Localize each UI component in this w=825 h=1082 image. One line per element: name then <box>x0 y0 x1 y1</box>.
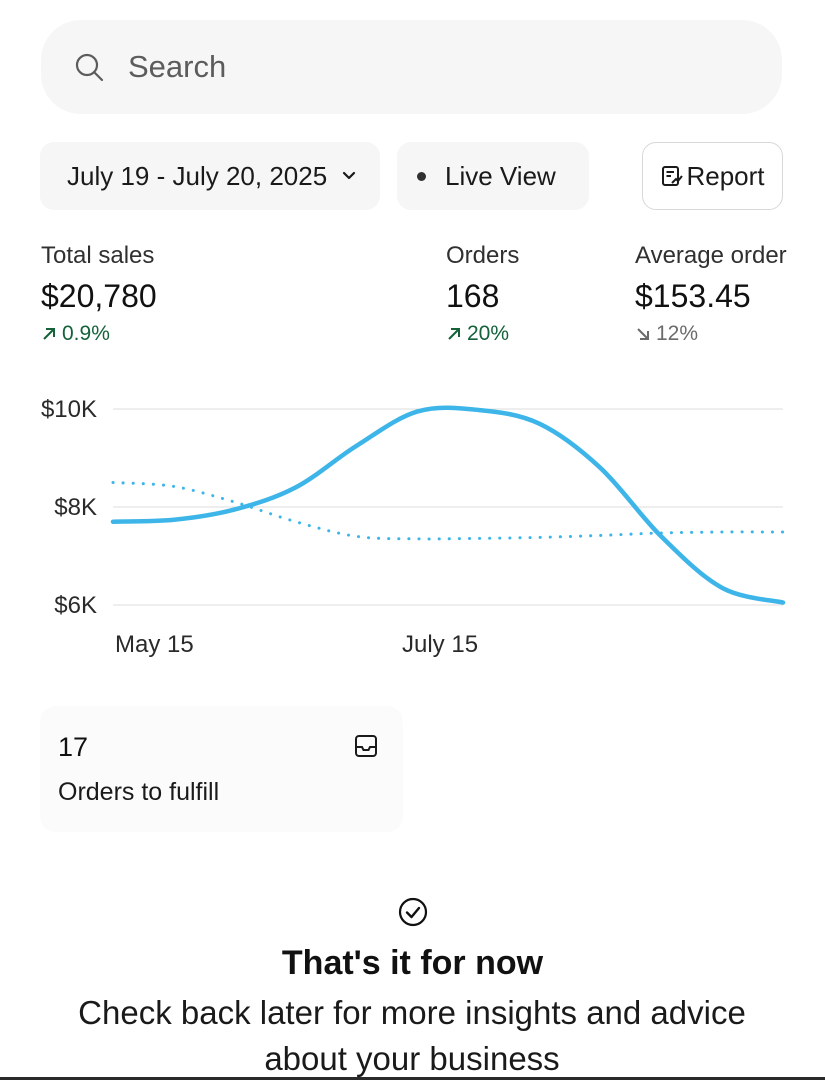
live-dot-icon <box>417 171 426 181</box>
metric-orders[interactable]: Orders 168 20% <box>446 240 519 348</box>
search-icon <box>75 53 104 82</box>
date-range-picker[interactable]: July 19 - July 20, 2025 <box>40 142 380 210</box>
x-tick-label: July 15 <box>402 631 478 658</box>
empty-state-title: That's it for now <box>281 944 544 982</box>
metric-value: 168 <box>446 278 500 314</box>
live-view-label: Live View <box>445 160 556 191</box>
metric-label: Orders <box>446 242 520 269</box>
metric-label: Average order <box>635 242 787 269</box>
metric-average-order[interactable]: Average order $153.45 12% <box>635 240 787 348</box>
metric-change-value: 12% <box>656 322 699 345</box>
report-label: Report <box>686 160 765 191</box>
report-icon <box>662 166 684 186</box>
metric-change-value: 0.9% <box>62 322 110 345</box>
y-tick-label: $8K <box>54 494 97 521</box>
inbox-icon <box>355 735 377 757</box>
y-tick-label: $10K <box>41 396 97 423</box>
sales-series-line <box>110 405 786 605</box>
fulfill-count: 17 <box>58 732 89 762</box>
sales-chart[interactable]: $10K $8K $6K May 15 July 15 <box>0 380 825 680</box>
arrow-down-right-icon <box>637 328 649 340</box>
metric-value: $20,780 <box>41 278 157 314</box>
orders-to-fulfill-card[interactable]: 17 Orders to fulfill <box>40 706 403 832</box>
metric-value: $153.45 <box>635 278 751 314</box>
chevron-down-icon <box>343 171 356 180</box>
arrow-up-right-icon <box>448 328 460 340</box>
metric-label: Total sales <box>41 242 155 269</box>
metric-change-value: 20% <box>467 322 510 345</box>
search-bar[interactable] <box>41 20 782 114</box>
fulfill-label: Orders to fulfill <box>58 778 220 806</box>
divider <box>0 1077 825 1080</box>
check-circle-icon <box>398 897 428 927</box>
arrow-up-right-icon <box>43 328 55 340</box>
comparison-series-line <box>111 481 785 541</box>
search-input[interactable] <box>128 49 688 85</box>
x-tick-label: May 15 <box>115 631 194 658</box>
report-button[interactable]: Report <box>642 142 783 210</box>
metric-total-sales[interactable]: Total sales $20,780 0.9% <box>41 240 157 348</box>
y-tick-label: $6K <box>54 592 97 619</box>
metric-change: 20% <box>446 320 519 348</box>
empty-state-subtitle: Check back later for more insights and a… <box>78 994 746 1077</box>
metric-change: 0.9% <box>41 320 157 348</box>
date-range-label: July 19 - July 20, 2025 <box>67 160 328 191</box>
live-view-button[interactable]: Live View <box>397 142 589 210</box>
metric-change: 12% <box>635 320 787 348</box>
